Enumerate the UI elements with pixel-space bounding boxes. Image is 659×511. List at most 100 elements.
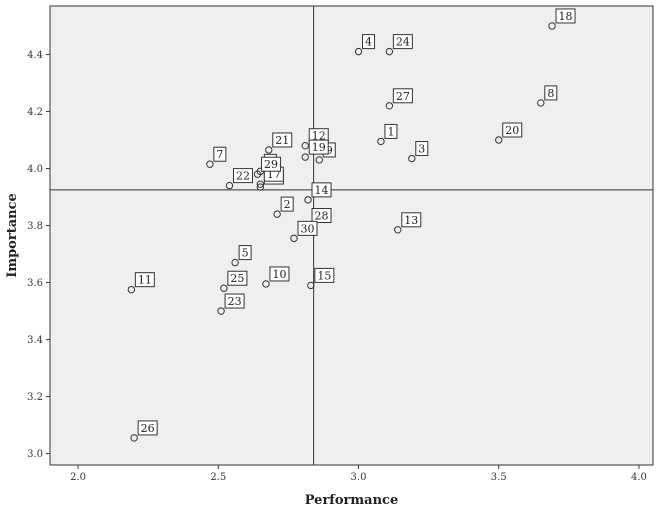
point-label-box xyxy=(272,132,293,148)
point-marker xyxy=(253,170,262,178)
point-marker xyxy=(537,99,545,107)
point-marker xyxy=(265,146,273,154)
point-marker xyxy=(290,234,298,243)
point-label-box xyxy=(269,266,290,282)
point-label-box xyxy=(297,220,318,236)
point-label-box xyxy=(311,208,332,224)
point-label-box xyxy=(227,270,248,286)
point-label-box xyxy=(502,122,523,138)
y-axis-ticks: 3.0 3.2 3.4 3.6 3.8 4.0 4.2 4.4 xyxy=(27,50,50,460)
point-label: 3 xyxy=(418,143,425,156)
point-label: 28 xyxy=(315,210,329,223)
point-label-box xyxy=(314,267,335,283)
data-point: 2 xyxy=(273,196,294,218)
point-marker xyxy=(256,180,265,188)
point-marker xyxy=(304,196,312,204)
point-label: 18 xyxy=(559,10,573,23)
point-label-box xyxy=(392,88,413,104)
point-label-box xyxy=(392,34,413,50)
y-axis-label: Importance xyxy=(5,193,20,278)
point-label: 23 xyxy=(228,295,242,308)
point-label-box xyxy=(415,141,429,157)
y-tick-label: 3.4 xyxy=(27,335,43,346)
point-label-box xyxy=(213,146,227,162)
data-point: 12 xyxy=(301,128,329,150)
point-label-box xyxy=(280,196,294,212)
data-point: 10 xyxy=(262,266,290,288)
data-point: 14 xyxy=(304,182,332,204)
point-label: 8 xyxy=(547,87,554,100)
point-label: 19 xyxy=(312,141,326,154)
point-label: 5 xyxy=(242,247,249,260)
data-point: 19 xyxy=(301,139,329,161)
point-label: 24 xyxy=(396,36,410,49)
data-point: 13 xyxy=(394,212,422,234)
point-label: 2 xyxy=(284,198,291,211)
data-point: 4 xyxy=(354,34,376,56)
point-label: 12 xyxy=(312,130,326,143)
point-label: 7 xyxy=(216,148,223,161)
point-label: 25 xyxy=(230,272,244,285)
point-label: 1 xyxy=(387,125,394,138)
point-marker xyxy=(217,307,225,315)
point-marker xyxy=(262,280,270,288)
point-label-box xyxy=(232,168,253,184)
y-tick-label: 4.0 xyxy=(27,164,43,175)
point-label: 11 xyxy=(138,274,152,287)
data-point: 8 xyxy=(537,85,558,107)
point-label: 22 xyxy=(236,170,250,183)
point-marker xyxy=(256,183,265,191)
data-point: 3 xyxy=(408,141,429,163)
point-label: 9 xyxy=(326,144,333,157)
point-marker xyxy=(301,141,309,150)
point-marker xyxy=(273,210,281,218)
y-tick-label: 3.6 xyxy=(27,278,43,289)
point-marker xyxy=(394,226,402,234)
x-tick-label: 3.5 xyxy=(491,472,507,483)
point-label-box xyxy=(261,156,282,172)
point-label-box xyxy=(311,182,332,198)
y-tick-label: 4.2 xyxy=(27,107,43,118)
point-marker xyxy=(385,47,394,56)
point-label: 30 xyxy=(301,222,315,235)
point-label: 13 xyxy=(404,214,418,227)
point-label: 10 xyxy=(272,268,286,281)
point-label-box xyxy=(401,212,422,228)
data-point: 20 xyxy=(495,122,523,144)
data-point: 28 xyxy=(304,208,332,230)
point-label-box xyxy=(238,245,252,261)
point-label-box xyxy=(384,123,398,139)
point-label: 26 xyxy=(141,422,155,435)
data-point: 5 xyxy=(231,245,252,267)
point-marker xyxy=(231,258,239,267)
data-point: 23 xyxy=(217,293,245,315)
data-point: 1 xyxy=(377,123,398,146)
plot-area xyxy=(49,5,654,466)
data-points: 1234567891011121314151617181920212223242… xyxy=(127,8,576,442)
point-label-box xyxy=(555,8,576,24)
point-label-box xyxy=(137,420,158,436)
x-axis-ticks: 2.0 2.5 3.0 3.5 4.0 xyxy=(70,465,647,483)
point-marker xyxy=(354,47,363,56)
data-point: 30 xyxy=(290,220,318,243)
point-label: 14 xyxy=(315,184,329,197)
point-label: 20 xyxy=(505,124,519,137)
point-label-box xyxy=(544,85,558,101)
data-point: 21 xyxy=(265,132,293,154)
data-point: 22 xyxy=(225,168,253,190)
point-marker xyxy=(408,154,416,163)
point-marker xyxy=(130,434,138,442)
data-point: 7 xyxy=(206,146,227,168)
point-marker xyxy=(206,160,214,168)
point-marker xyxy=(385,102,394,110)
y-tick-label: 3.2 xyxy=(27,392,43,403)
x-tick-label: 3.0 xyxy=(351,472,367,483)
x-tick-label: 2.0 xyxy=(70,472,86,483)
point-label-box xyxy=(134,272,155,288)
data-point: 15 xyxy=(307,267,335,290)
point-label-box xyxy=(224,293,245,309)
point-label: 29 xyxy=(264,158,278,171)
y-tick-label: 4.4 xyxy=(27,50,43,61)
point-label: 4 xyxy=(365,36,372,49)
